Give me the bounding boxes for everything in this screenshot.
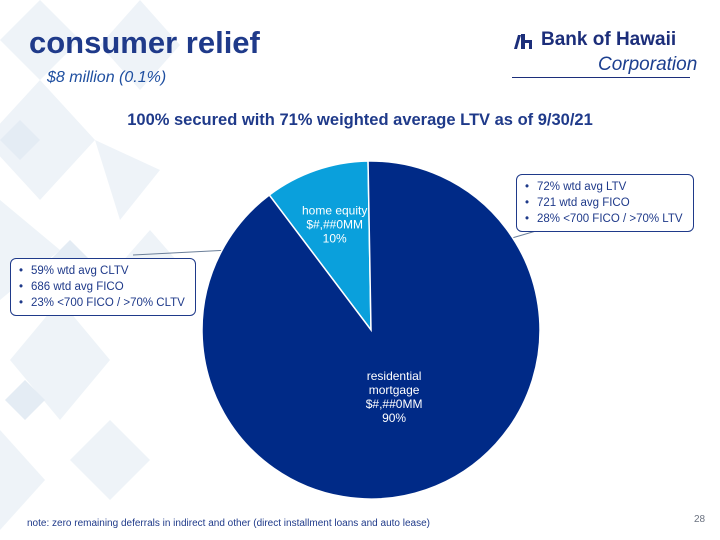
logo-corporation: Corporation: [598, 54, 698, 75]
bank-of-hawaii-logo-mark-icon: [514, 34, 532, 49]
pie-label-residential-mortgage: residential: [367, 369, 422, 383]
pie-label-residential-mortgage: 90%: [382, 411, 406, 425]
chart-headline: 100% secured with 71% weighted average L…: [127, 111, 593, 129]
callout-home-equity-item: 23% <700 FICO / >70% CLTV: [19, 295, 185, 311]
slide-subtitle: $8 million (0.1%): [47, 69, 167, 86]
page-number: 28: [694, 514, 706, 525]
callout-home-equity-item: 686 wtd avg FICO: [19, 279, 185, 295]
pie-label-home-equity: home equity: [302, 204, 367, 218]
footnote: note: zero remaining deferrals in indire…: [27, 518, 430, 529]
callout-residential-mortgage: 72% wtd avg LTV 721 wtd avg FICO 28% <70…: [516, 174, 694, 232]
slide-title: consumer relief: [29, 25, 260, 60]
pie-slices: [201, 160, 541, 500]
pie-label-residential-mortgage: mortgage: [369, 383, 420, 397]
pie-slice-residential-mortgage: [201, 160, 541, 500]
callout-home-equity: 59% wtd avg CLTV 686 wtd avg FICO 23% <7…: [10, 258, 196, 316]
logo-rule: [512, 77, 690, 78]
callout-leader-home-equity: [132, 249, 231, 256]
callout-residential-item: 721 wtd avg FICO: [525, 195, 683, 211]
pie-label-home-equity: $#,##0MM: [306, 218, 363, 232]
bank-of-hawaii-logo: Bank of Hawaii Corporation: [512, 28, 697, 84]
callout-residential-item: 72% wtd avg LTV: [525, 179, 683, 195]
pie-slice-home-equity: [268, 160, 372, 333]
pie-labels: home equity$#,##0MM10%residentialmortgag…: [302, 204, 422, 426]
callout-home-equity-item: 59% wtd avg CLTV: [19, 263, 185, 279]
callout-residential-item: 28% <700 FICO / >70% LTV: [525, 211, 683, 227]
pie-label-residential-mortgage: $#,##0MM: [366, 397, 423, 411]
logo-name: Bank of Hawaii: [541, 29, 677, 50]
pie-label-home-equity: 10%: [323, 232, 347, 246]
